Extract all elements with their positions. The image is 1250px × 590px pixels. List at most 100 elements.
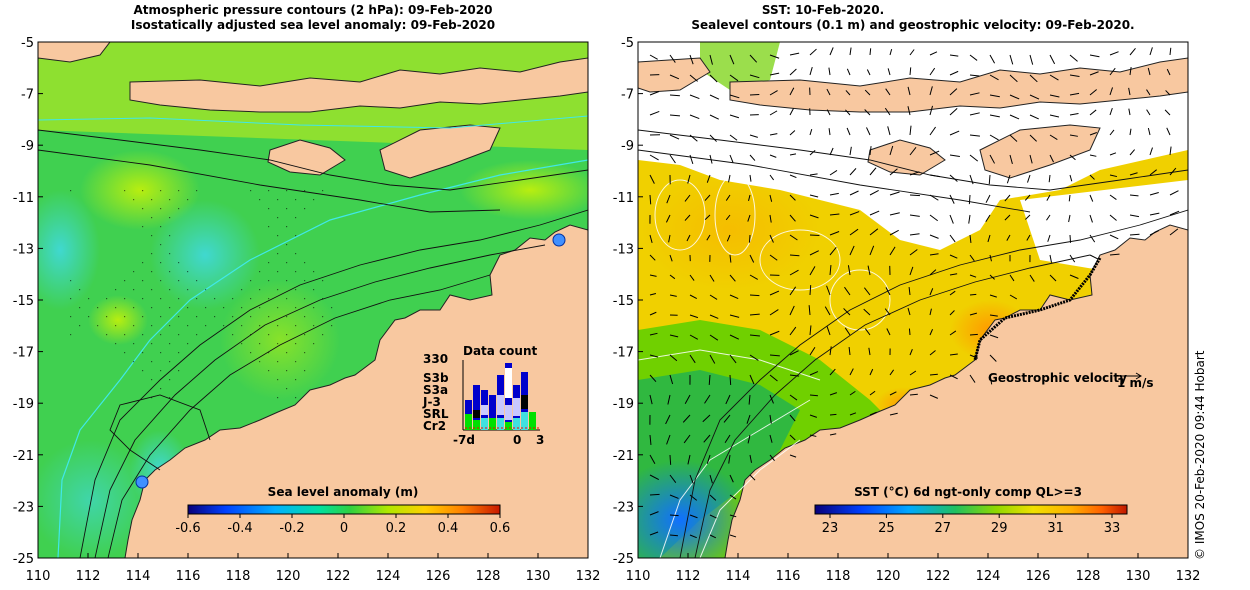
- velocity-arrow: [749, 334, 760, 337]
- velocity-arrow: [829, 265, 832, 276]
- velocity-arrow: [1068, 214, 1071, 223]
- pressure-dot: [295, 361, 297, 363]
- velocity-arrow: [988, 174, 991, 185]
- velocity-arrow: [669, 294, 677, 297]
- x-tick-label: 116: [176, 569, 201, 584]
- pressure-dot: [178, 280, 180, 282]
- pressure-dot: [160, 280, 162, 282]
- velocity-arrow: [889, 246, 896, 256]
- pressure-dot: [313, 199, 315, 201]
- velocity-arrow: [849, 168, 857, 176]
- velocity-arrow: [989, 294, 997, 298]
- pressure-dot: [124, 334, 126, 336]
- velocity-arrow: [789, 286, 797, 296]
- pressure-dot: [304, 280, 306, 282]
- velocity-arrow: [929, 67, 936, 76]
- velocity-arrow: [649, 474, 660, 480]
- velocity-arrow: [649, 274, 657, 277]
- pressure-dot: [160, 388, 162, 390]
- velocity-arrow: [969, 154, 979, 162]
- positive-anomaly-eddy: [80, 150, 200, 230]
- pressure-dot: [259, 325, 261, 327]
- y-tick-label: -17: [13, 346, 34, 361]
- sst-colorbar-ramp: [814, 504, 1128, 515]
- pressure-dot: [241, 325, 243, 327]
- velocity-arrow: [909, 348, 913, 356]
- velocity-arrow: [649, 194, 652, 205]
- inset-bar: [505, 405, 512, 420]
- x-tick-label: 128: [476, 569, 501, 584]
- pressure-dot: [169, 271, 171, 273]
- bathymetry-contours: [38, 129, 588, 558]
- pressure-dot: [268, 262, 270, 264]
- velocity-arrow: [725, 394, 731, 405]
- velocity-arrow: [809, 234, 820, 237]
- velocity-arrow: [829, 231, 840, 236]
- velocity-arrow: [969, 112, 980, 116]
- pressure-dot: [196, 298, 198, 300]
- pressure-dot: [304, 370, 306, 372]
- velocity-arrow: [949, 234, 956, 243]
- pressure-dot: [70, 280, 72, 282]
- pressure-dot: [250, 352, 252, 354]
- velocity-arrow: [889, 48, 893, 56]
- velocity-arrow: [649, 54, 658, 60]
- velocity-arrow: [989, 114, 1000, 118]
- velocity-arrow: [665, 214, 671, 223]
- velocity-arrow: [749, 254, 755, 263]
- velocity-arrow: [809, 371, 819, 376]
- pressure-dot: [151, 235, 153, 237]
- velocity-arrow: [989, 54, 996, 64]
- left-axes: -5 -7 -9 -11 -13 -15 -17 -19 -21 -23 -25 110 112 114 1…: [13, 36, 601, 584]
- velocity-arrow: [1089, 254, 1099, 260]
- pressure-dot: [160, 244, 162, 246]
- y-tick-label: -11: [613, 191, 634, 206]
- velocity-arrow: [1069, 134, 1078, 137]
- pressure-dot: [268, 316, 270, 318]
- pressure-dot: [106, 298, 108, 300]
- velocity-arrow: [709, 294, 718, 300]
- imos-credit: © IMOS 20-Feb-2020 09:44 Hobart: [1193, 350, 1207, 560]
- sat-label-s3a: S3a: [423, 383, 448, 397]
- velocity-arrow: [748, 394, 751, 405]
- pressure-dot: [295, 289, 297, 291]
- velocity-arrow: [889, 391, 897, 396]
- velocity-arrow: [989, 254, 992, 262]
- colorbar-tick-label: -0.6: [175, 521, 200, 536]
- pressure-dot: [268, 208, 270, 210]
- velocity-arrow: [769, 290, 780, 296]
- velocity-arrow: [949, 194, 955, 204]
- velocity-arrow: [649, 531, 659, 536]
- pressure-dot: [115, 289, 117, 291]
- pressure-dot: [178, 316, 180, 318]
- pressure-dot: [232, 316, 234, 318]
- x-tick-label: 126: [1026, 569, 1051, 584]
- velocity-arrow: [709, 74, 718, 83]
- velocity-arrow: [706, 174, 711, 183]
- velocity-arrow: [689, 114, 700, 120]
- inset-x-zero: 0: [513, 433, 521, 447]
- velocity-arrow: [1049, 154, 1055, 163]
- velocity-arrow: [1089, 89, 1097, 96]
- pressure-dot: [295, 235, 297, 237]
- pressure-dot: [259, 361, 261, 363]
- java-island: [38, 42, 111, 63]
- inset-bar: [481, 418, 488, 430]
- velocity-arrow: [1006, 234, 1011, 241]
- velocity-arrow: [929, 194, 939, 201]
- velocity-arrow: [789, 108, 794, 116]
- velocity-arrow: [1069, 54, 1078, 62]
- pressure-dot: [331, 307, 333, 309]
- velocity-arrow: [666, 434, 671, 445]
- pressure-dot: [286, 298, 288, 300]
- velocity-arrow: [665, 414, 671, 425]
- velocity-arrow: [929, 174, 940, 178]
- x-tick-label: 114: [726, 569, 751, 584]
- velocity-arrow: [869, 411, 877, 416]
- velocity-arrow: [649, 374, 657, 382]
- velocity-arrow: [789, 374, 800, 377]
- velocity-arrow: [909, 233, 920, 236]
- inset-bar: [529, 412, 536, 430]
- velocity-arrow: [1147, 67, 1151, 76]
- velocity-arrow: [789, 414, 796, 422]
